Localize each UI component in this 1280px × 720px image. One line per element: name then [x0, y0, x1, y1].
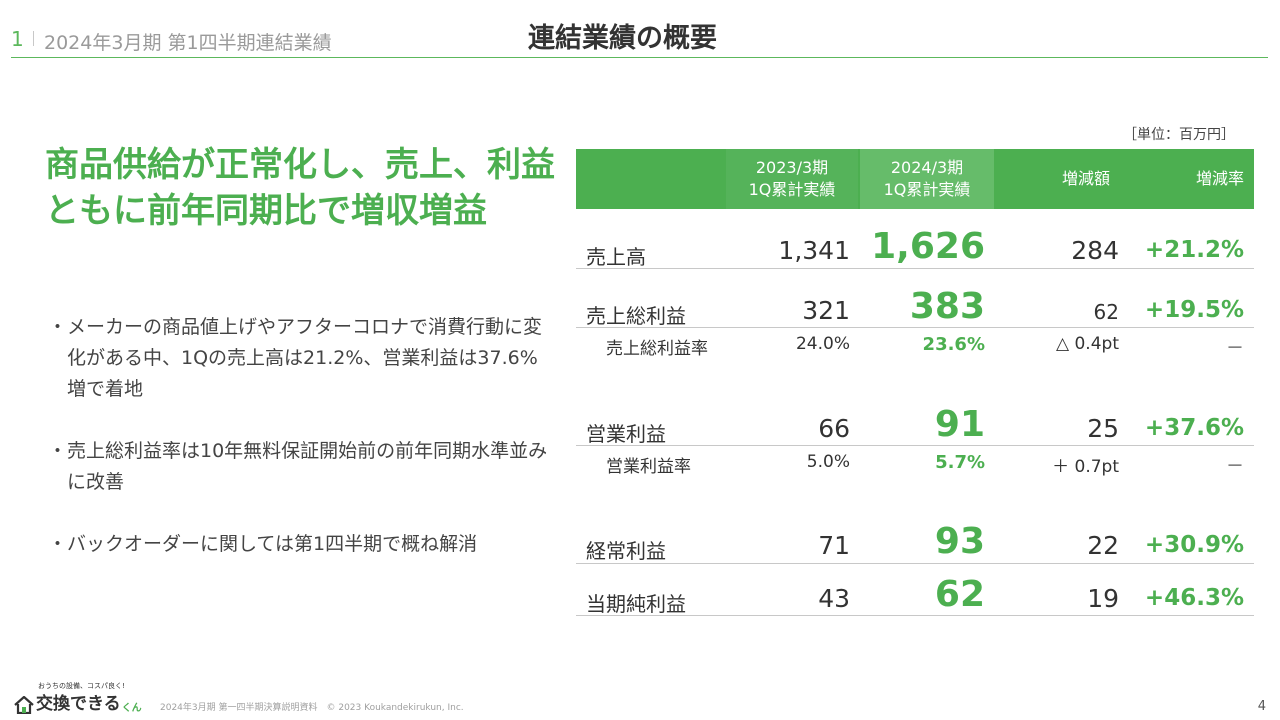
headline: 商品供給が正常化し、売上、利益ともに前年同期比で増収増益	[45, 145, 555, 231]
value-rate: －	[1226, 338, 1244, 359]
bullet-item: バックオーダーに関しては第1四半期で概ね解消	[48, 529, 552, 560]
page-title: 連結業績の概要	[528, 23, 717, 54]
header-2023: 2023/3期 1Q累計実績	[726, 149, 858, 209]
value-change: △ 0.4pt	[1056, 334, 1119, 354]
value-2024: 5.7%	[935, 452, 985, 473]
value-rate: +37.6%	[1144, 415, 1244, 441]
bullet-list: メーカーの商品値上げやアフターコロナで消費行動に変化がある中、1Qの売上高は21…	[48, 312, 552, 591]
value-2024: 93	[934, 521, 985, 562]
row-label: 売上総利益	[586, 304, 686, 328]
header-period: 2024年3月期 第1四半期連結業績	[44, 32, 332, 54]
header-2024-line1: 2024/3期	[890, 158, 964, 177]
value-rate: －	[1226, 456, 1244, 477]
value-change: 284	[1071, 236, 1119, 265]
row-divider	[576, 445, 1254, 446]
row-label: 経常利益	[586, 539, 666, 563]
bullet-item: 売上総利益率は10年無料保証開始前の前年同期水準並みに改善	[48, 436, 552, 498]
table-row: 当期純利益 43 62 19 +46.3%	[576, 574, 1254, 616]
value-change: 22	[1087, 531, 1119, 560]
row-divider	[576, 563, 1254, 564]
house-icon	[14, 696, 34, 714]
slide-section-number: 1	[11, 27, 24, 51]
value-2023: 24.0%	[795, 334, 850, 354]
value-change: 25	[1087, 414, 1119, 443]
row-label: 売上総利益率	[606, 339, 708, 359]
header-2024: 2024/3期 1Q累計実績	[860, 149, 994, 209]
logo-tagline: おうちの設備、コスパ良く!	[38, 682, 125, 690]
table-row: 経常利益 71 93 22 +30.9%	[576, 521, 1254, 563]
row-label: 売上高	[586, 245, 646, 269]
value-rate: +30.9%	[1144, 532, 1244, 558]
value-change: ＋ 0.7pt	[1052, 457, 1119, 477]
bullet-item: メーカーの商品値上げやアフターコロナで消費行動に変化がある中、1Qの売上高は21…	[48, 312, 552, 405]
footer-text: 2024年3月期 第一四半期決算説明資料 © 2023 Koukandekiru…	[160, 703, 464, 713]
value-2023: 66	[818, 414, 850, 443]
header-2024-line2: 1Q累計実績	[883, 180, 971, 199]
table-row: 営業利益 66 91 25 +37.6%	[576, 404, 1254, 446]
table-row: 売上高 1,341 1,626 284 +21.2%	[576, 226, 1254, 269]
value-2024: 383	[909, 286, 985, 327]
row-label: 当期純利益	[586, 592, 686, 616]
header-2023-line1: 2023/3期	[755, 158, 829, 177]
value-2024: 62	[934, 574, 985, 615]
logo-suffix: くん	[121, 703, 142, 714]
row-label: 営業利益	[586, 422, 666, 446]
table-row: 営業利益率 5.0% 5.7% ＋ 0.7pt －	[576, 452, 1254, 478]
table-header: 2023/3期 1Q累計実績 2024/3期 1Q累計実績 増減額 増減率	[576, 149, 1254, 209]
row-divider	[576, 268, 1254, 269]
unit-note: ［単位：百万円］	[1123, 127, 1235, 143]
header-change-rate: 増減率	[1195, 169, 1244, 188]
value-2023: 1,341	[778, 236, 850, 265]
header-divider	[11, 57, 1268, 58]
value-2023: 43	[818, 584, 850, 613]
logo-name: 交換できる	[36, 694, 121, 714]
row-label: 営業利益率	[606, 457, 691, 477]
value-change: 62	[1093, 300, 1119, 324]
row-divider	[576, 615, 1254, 616]
table-row: 売上総利益 321 383 62 +19.5%	[576, 286, 1254, 328]
value-rate: +21.2%	[1144, 237, 1244, 263]
value-2023: 321	[802, 296, 850, 325]
value-2024: 23.6%	[922, 334, 985, 355]
table-row: 売上総利益率 24.0% 23.6% △ 0.4pt －	[576, 334, 1254, 360]
value-2023: 5.0%	[806, 452, 850, 472]
row-divider	[576, 327, 1254, 328]
header-2023-line2: 1Q累計実績	[748, 180, 836, 199]
page-number: 4	[1257, 699, 1266, 714]
value-2024: 1,626	[871, 226, 985, 267]
value-rate: +46.3%	[1144, 585, 1244, 611]
value-change: 19	[1087, 584, 1119, 613]
header-separator	[33, 31, 34, 46]
value-2023: 71	[818, 531, 850, 560]
value-2024: 91	[934, 404, 985, 445]
value-rate: +19.5%	[1144, 297, 1244, 323]
header-change-amount: 増減額	[1061, 169, 1110, 188]
